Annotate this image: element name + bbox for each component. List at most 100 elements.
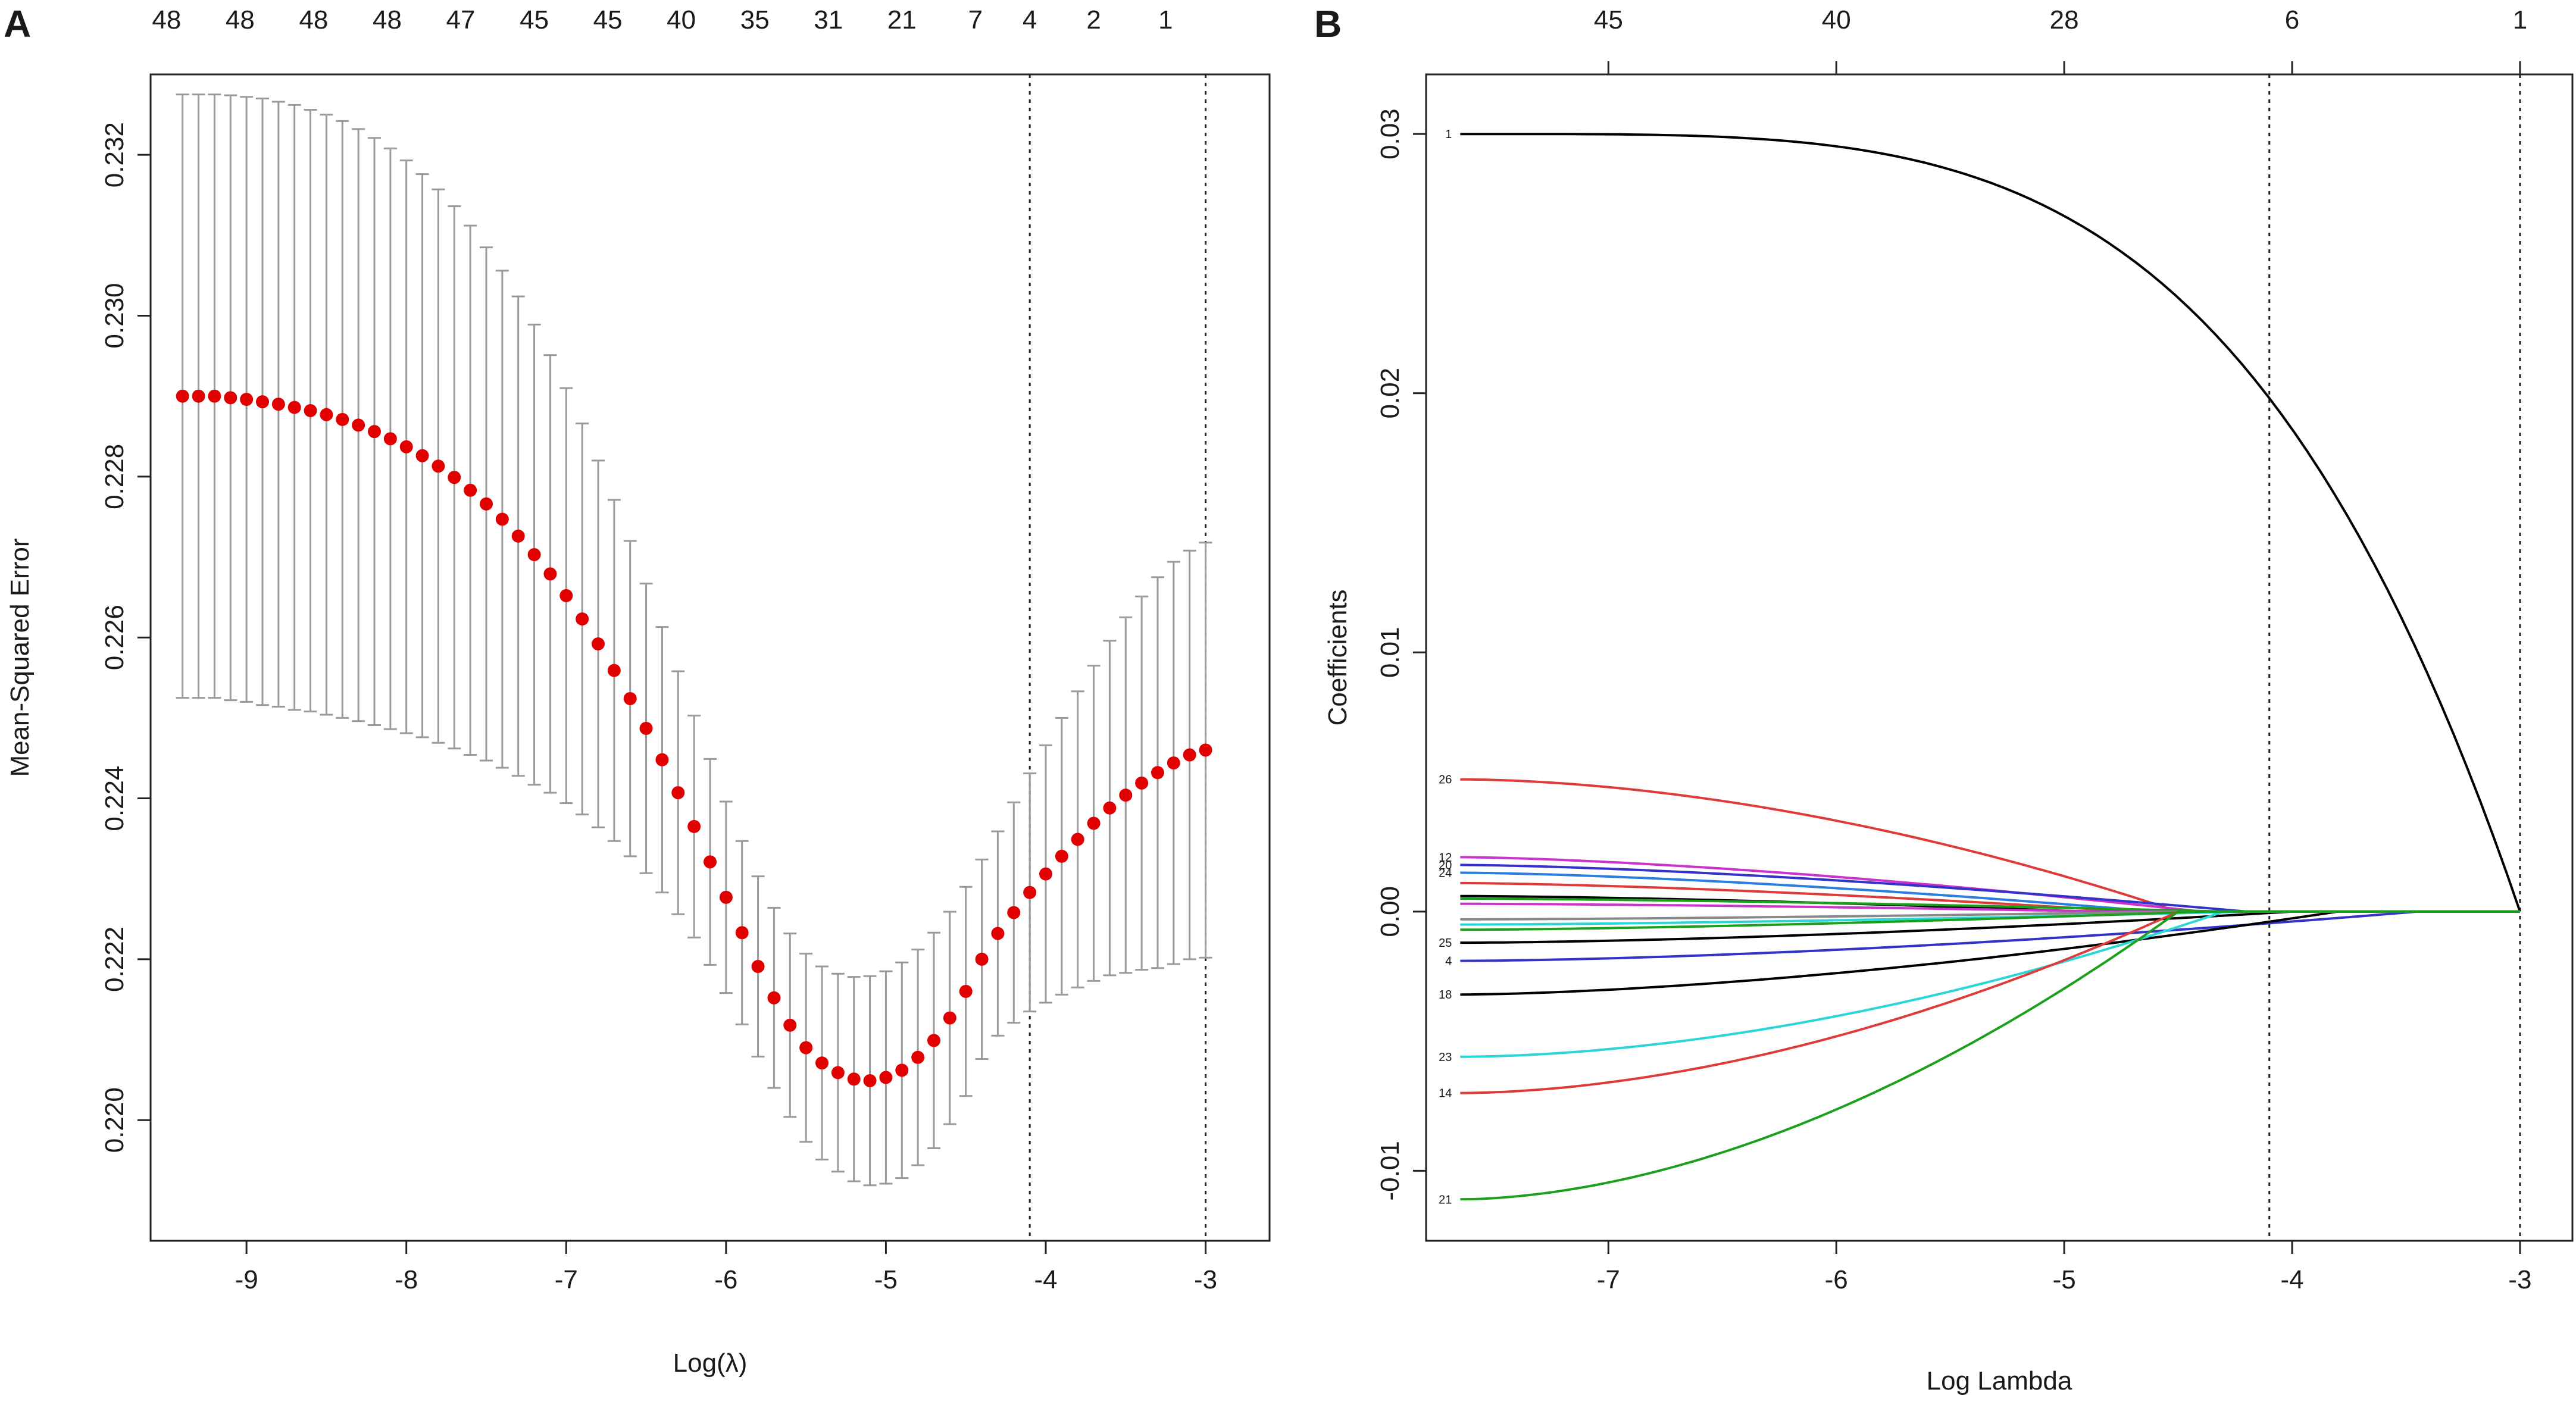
coefficient-path-label: 21 <box>1439 1193 1452 1206</box>
top-axis-label: 4 <box>1023 5 1037 35</box>
mse-point <box>1039 867 1052 881</box>
y-tick-label: 0.224 <box>100 765 129 831</box>
x-tick-label: -6 <box>1825 1265 1848 1294</box>
coefficient-path <box>1460 910 2520 921</box>
coefficient-path-label: 4 <box>1445 955 1452 968</box>
mse-point <box>863 1074 877 1088</box>
mse-point <box>767 991 781 1005</box>
mse-point <box>527 547 541 561</box>
x-tick-label: -4 <box>1034 1265 1057 1294</box>
coefficient-path-label: 24 <box>1439 867 1452 880</box>
top-axis-label: 48 <box>373 5 402 35</box>
mse-point <box>432 459 445 473</box>
coefficient-path-label: 26 <box>1439 774 1452 787</box>
y-tick-label: -0.01 <box>1375 1141 1405 1200</box>
coefficient-path <box>1460 778 2520 913</box>
coefficient-path <box>1460 910 2520 1094</box>
mse-point <box>480 497 493 511</box>
mse-point <box>1167 756 1180 770</box>
coefficient-path <box>1460 871 2520 913</box>
mse-point <box>1007 906 1021 919</box>
mse-point <box>735 926 749 940</box>
mse-point <box>719 890 733 904</box>
mse-point <box>895 1063 909 1077</box>
top-axis-label: 35 <box>740 5 770 35</box>
coefficient-path-label: 18 <box>1439 988 1452 1002</box>
top-axis-label: 1 <box>2513 5 2527 35</box>
coefficient-path-label: 25 <box>1439 937 1452 950</box>
mse-point <box>639 721 653 735</box>
panel-a-y-axis-title: Mean-Squared Error <box>5 538 35 777</box>
panel-a-reference-lines <box>1028 74 1207 1241</box>
mse-point <box>576 612 589 626</box>
mse-point <box>1199 743 1212 757</box>
top-axis-label: 48 <box>152 5 181 35</box>
panel-a-top-axis: 48 48 48 48 47 45 45 40 35 31 21 7 4 2 1 <box>152 5 1173 35</box>
top-axis-label: 45 <box>593 5 623 35</box>
y-tick-label: 0.03 <box>1375 108 1405 159</box>
top-axis-label: 7 <box>968 5 983 35</box>
mse-point <box>368 425 381 439</box>
x-tick-label: -3 <box>1194 1265 1217 1294</box>
x-tick-label: -3 <box>2508 1265 2531 1294</box>
coefficient-path-label: 14 <box>1439 1087 1452 1100</box>
mse-point <box>1055 849 1068 863</box>
mse-point <box>911 1050 925 1064</box>
y-tick-label: 0.220 <box>100 1087 129 1153</box>
mse-point <box>831 1066 845 1080</box>
top-axis-label: 1 <box>1158 5 1173 35</box>
top-axis-label: 40 <box>667 5 696 35</box>
coefficient-path <box>1460 910 2520 931</box>
panel-b-top-axis: 45 40 28 6 1 <box>1594 5 2527 74</box>
mse-point <box>943 1011 956 1025</box>
mse-point <box>879 1071 893 1084</box>
y-tick-label: 0.01 <box>1375 627 1405 678</box>
coefficient-path <box>1460 856 2520 913</box>
mse-point <box>208 389 221 403</box>
mse-point <box>1103 801 1117 815</box>
panel-a-y-ticks: 0.220 0.222 0.224 0.226 0.228 0.230 0.232 <box>100 122 151 1153</box>
mse-point <box>815 1056 829 1070</box>
mse-point <box>399 440 413 453</box>
y-tick-label: 0.226 <box>100 605 129 670</box>
top-axis-label: 45 <box>1594 5 1623 35</box>
mse-point <box>464 483 477 497</box>
coefficient-path-label: 1 <box>1445 128 1452 141</box>
coefficient-path-label: 20 <box>1439 859 1452 872</box>
mse-point <box>975 952 989 966</box>
mse-point <box>959 984 973 998</box>
mse-point <box>1119 789 1133 802</box>
mse-point <box>1151 766 1164 780</box>
top-axis-label: 2 <box>1086 5 1101 35</box>
mse-point <box>847 1072 861 1086</box>
top-axis-label: 48 <box>226 5 255 35</box>
coefficient-path <box>1460 910 2520 962</box>
mse-point <box>320 408 333 421</box>
coefficient-path <box>1460 897 2520 913</box>
mse-point <box>415 449 429 462</box>
y-tick-label: 0.232 <box>100 122 129 187</box>
coefficient-path-label: 23 <box>1439 1051 1452 1064</box>
top-axis-label: 47 <box>446 5 476 35</box>
mse-point <box>1135 776 1149 790</box>
mse-point <box>751 960 765 974</box>
mse-point <box>336 412 349 426</box>
mse-point <box>383 432 397 446</box>
top-axis-label: 31 <box>814 5 843 35</box>
y-tick-label: 0.00 <box>1375 886 1405 937</box>
mse-point <box>623 692 637 705</box>
mse-point <box>1071 833 1084 846</box>
mse-point <box>1087 816 1101 830</box>
mse-point <box>192 389 205 403</box>
panel-b-coefficient-lines <box>1460 133 2521 1201</box>
y-tick-label: 0.02 <box>1375 368 1405 419</box>
panel-b-y-ticks: -0.01 0.00 0.01 0.02 0.03 <box>1375 108 1426 1201</box>
mse-point <box>271 398 285 411</box>
mse-point <box>1183 748 1196 762</box>
top-axis-label: 6 <box>2285 5 2299 35</box>
mse-point <box>991 927 1005 940</box>
mse-point <box>655 753 669 766</box>
